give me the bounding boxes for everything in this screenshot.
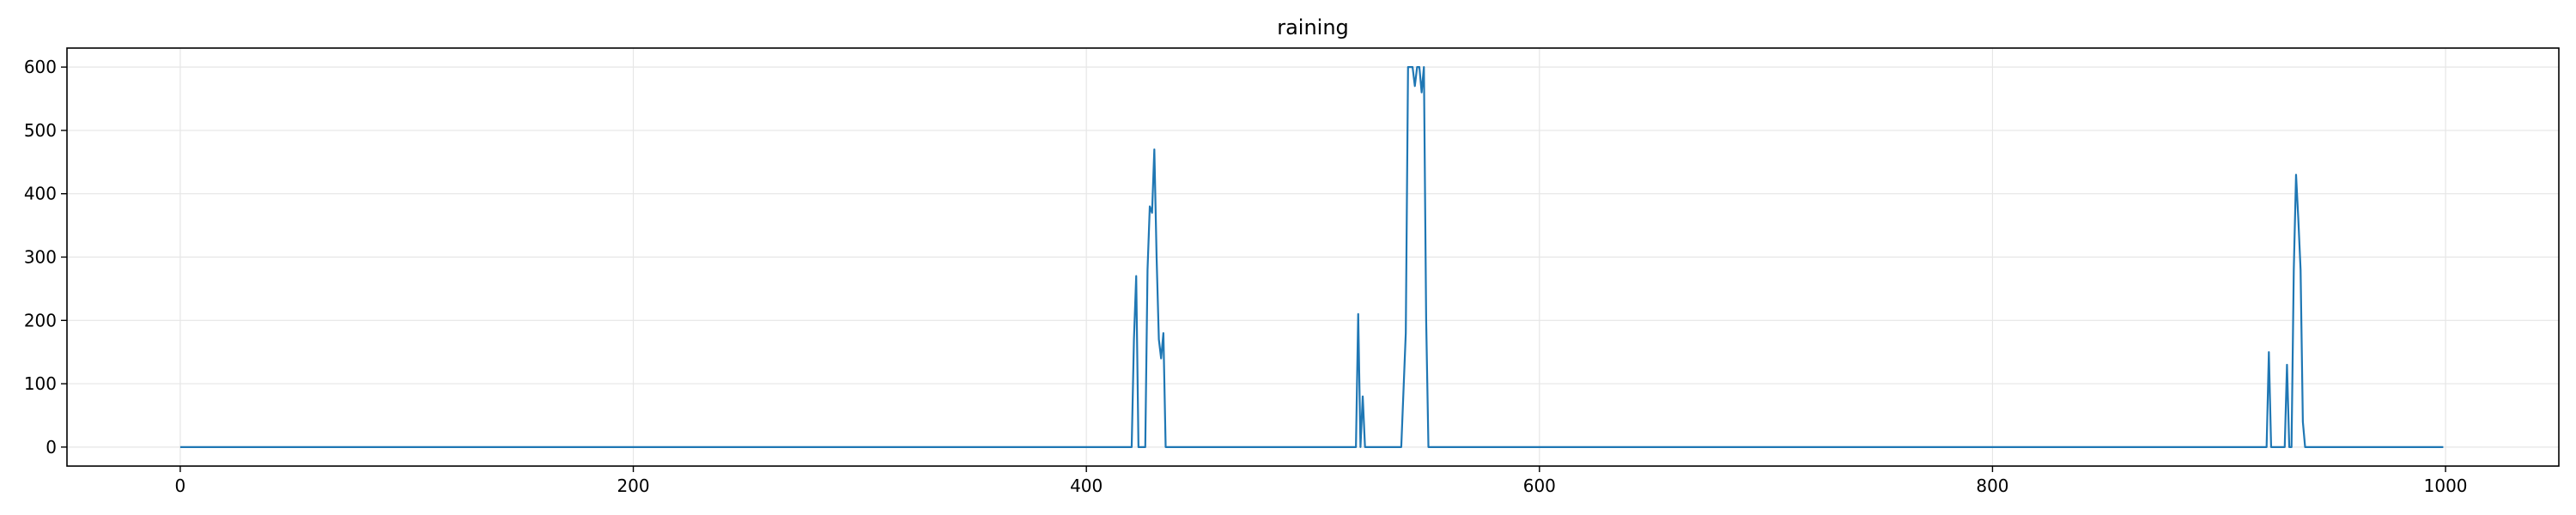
x-axis-ticks: 0 200 400 600 800 1000 [175,466,2468,496]
y-tick-label: 600 [24,57,57,77]
y-tick-label: 100 [24,373,57,394]
y-axis-ticks: 0 100 200 300 400 500 600 [24,57,67,457]
chart-title: raining [1277,15,1349,39]
x-tick-label: 0 [175,476,186,496]
x-tick-label: 1000 [2424,476,2468,496]
x-tick-label: 600 [1523,476,1556,496]
x-tick-label: 400 [1070,476,1103,496]
y-tick-label: 400 [24,184,57,204]
plot-area [179,66,2444,448]
y-tick-label: 300 [24,247,57,268]
y-tick-label: 200 [24,310,57,330]
x-tick-label: 800 [1976,476,2008,496]
y-tick-label: 500 [24,120,57,141]
series-line [179,66,2444,448]
x-tick-label: 200 [617,476,649,496]
y-tick-label: 0 [46,437,57,457]
